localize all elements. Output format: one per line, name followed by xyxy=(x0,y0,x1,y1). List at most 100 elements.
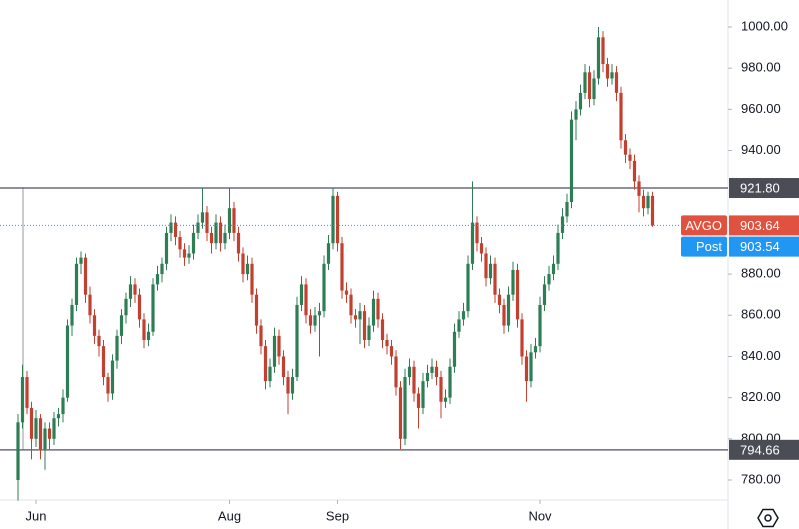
candle-body xyxy=(101,346,106,378)
candle-body xyxy=(142,319,146,340)
candle-body xyxy=(358,311,362,320)
candle-body xyxy=(430,366,434,373)
y-tick-label: 820.00 xyxy=(741,389,781,404)
candle-body xyxy=(502,304,506,326)
candle-body xyxy=(106,377,110,394)
candle-body xyxy=(268,366,272,382)
candle-body xyxy=(164,232,169,264)
candle-body xyxy=(326,243,331,264)
candle-body xyxy=(650,195,655,226)
candle-body xyxy=(439,377,443,402)
candle-body xyxy=(583,72,587,93)
candle-body xyxy=(295,304,299,378)
candle-body xyxy=(349,294,353,316)
candle-body xyxy=(209,232,214,244)
last-name-box xyxy=(681,215,727,236)
candle-body xyxy=(497,294,502,305)
candle-body xyxy=(259,325,263,347)
candle-body xyxy=(155,274,160,285)
candle-body xyxy=(227,208,232,233)
candle-body xyxy=(646,195,650,209)
candle-body xyxy=(457,319,461,332)
candle-body xyxy=(412,366,416,394)
candle-body xyxy=(317,311,322,316)
candle-body xyxy=(515,269,520,320)
candle-body xyxy=(110,360,115,394)
candle-body xyxy=(254,294,259,326)
candle-body xyxy=(335,195,340,244)
candle-body xyxy=(632,160,637,182)
candle-body xyxy=(493,263,497,295)
candle-body xyxy=(637,181,641,196)
candle-body xyxy=(277,335,281,357)
candle-body xyxy=(547,274,551,285)
candle-body xyxy=(16,422,20,480)
candle-body xyxy=(470,222,475,264)
candle-body xyxy=(88,294,92,316)
candle-body xyxy=(92,315,97,336)
candle-body xyxy=(344,290,349,295)
candle-body xyxy=(524,356,529,382)
candle-body xyxy=(475,222,479,244)
candle-body xyxy=(70,304,74,326)
candle-body xyxy=(380,319,385,340)
last-name: AVGO xyxy=(685,218,722,233)
candle-body xyxy=(529,352,533,382)
candle-body xyxy=(205,212,209,233)
candle-body xyxy=(128,284,133,299)
candle-body xyxy=(191,232,196,254)
candle-body xyxy=(236,232,241,254)
last-price: 903.64 xyxy=(740,218,780,233)
candle-body xyxy=(628,154,632,161)
candle-body xyxy=(322,263,326,312)
candle-body xyxy=(389,346,394,357)
candle-body xyxy=(443,397,448,402)
candle-body xyxy=(272,335,277,367)
x-tick-label: Jun xyxy=(26,508,47,523)
candle-body xyxy=(250,263,254,295)
candle-body xyxy=(434,366,439,378)
candle-body xyxy=(331,195,335,244)
candle-body xyxy=(394,356,398,388)
candle-body xyxy=(160,263,164,275)
candle-body xyxy=(232,208,236,233)
candle-body xyxy=(488,263,493,279)
level-label: 794.66 xyxy=(740,442,780,457)
candle-body xyxy=(520,319,524,357)
y-tick-label: 880.00 xyxy=(741,266,781,281)
post-name: Post xyxy=(696,239,722,254)
candle-body xyxy=(569,119,574,203)
candle-body xyxy=(151,284,155,332)
post-price: 903.54 xyxy=(740,239,780,254)
candle-body xyxy=(448,366,452,398)
level-label-box xyxy=(729,178,799,199)
candle-body xyxy=(133,284,137,295)
candle-body xyxy=(596,37,601,79)
candle-body xyxy=(367,325,371,340)
candle-body xyxy=(25,377,29,408)
candle-body xyxy=(461,311,466,320)
y-tick-label: 840.00 xyxy=(741,348,781,363)
x-tick-label: Nov xyxy=(528,508,552,523)
settings-icon[interactable] xyxy=(757,508,779,528)
candle-body xyxy=(610,72,614,79)
y-tick-label: 860.00 xyxy=(741,307,781,322)
candle-body xyxy=(187,253,191,258)
candle-body xyxy=(223,232,227,244)
candle-body xyxy=(403,377,407,439)
post-name-box xyxy=(681,236,727,257)
x-tick-label: Sep xyxy=(326,508,349,523)
candle-body xyxy=(556,232,560,264)
candle-body xyxy=(38,418,43,450)
icon-hexagon xyxy=(757,508,779,528)
candle-body xyxy=(65,325,70,398)
candle-body xyxy=(200,212,205,223)
candle-body xyxy=(578,92,583,110)
candle-body xyxy=(538,304,542,347)
candle-body xyxy=(398,387,403,439)
candle-body xyxy=(218,222,223,244)
y-tick-label: 980.00 xyxy=(741,60,781,75)
candle-body xyxy=(605,64,610,79)
candle-body xyxy=(308,315,313,326)
